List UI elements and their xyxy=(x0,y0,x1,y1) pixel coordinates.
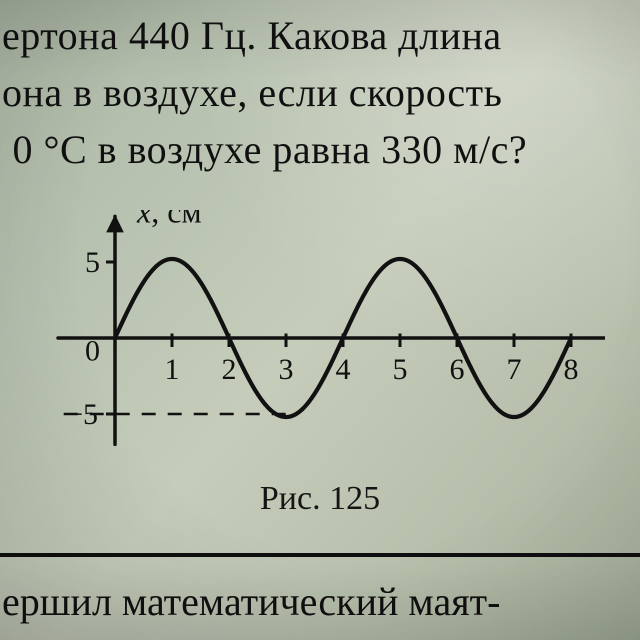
svg-text:x, см: x, см xyxy=(136,210,202,229)
svg-text:5: 5 xyxy=(85,246,100,279)
svg-text:3: 3 xyxy=(279,353,294,386)
chart-figure: 1234567850−5x, смt, с xyxy=(35,210,605,470)
sine-chart-svg: 1234567850−5x, смt, с xyxy=(35,210,605,470)
text-line-1: ертона 440 Гц. Какова длина xyxy=(2,8,640,65)
svg-text:8: 8 xyxy=(564,353,579,386)
problem-text-top: ертона 440 Гц. Какова длина она в воздух… xyxy=(0,0,640,178)
text-line-3: 0 °C в воздухе равна 330 м/с? xyxy=(2,122,640,179)
svg-text:0: 0 xyxy=(85,335,100,368)
svg-text:5: 5 xyxy=(393,353,408,386)
svg-text:6: 6 xyxy=(450,353,465,386)
svg-text:1: 1 xyxy=(165,353,180,386)
figure-caption: Рис. 125 xyxy=(0,480,640,518)
svg-text:7: 7 xyxy=(507,353,522,386)
horizontal-rule xyxy=(0,553,640,557)
svg-text:−5: −5 xyxy=(66,398,98,431)
svg-text:4: 4 xyxy=(336,353,351,386)
problem-text-bottom: ершил математический маят- О Гт-т? ТТ xyxy=(0,575,640,640)
bottom-line-1: ершил математический маят- xyxy=(2,575,640,629)
text-line-2: она в воздухе, если скорость xyxy=(2,65,640,122)
svg-text:2: 2 xyxy=(222,353,237,386)
bottom-line-2: О Гт-т? ТТ xyxy=(2,629,640,640)
page: ертона 440 Гц. Какова длина она в воздух… xyxy=(0,0,640,640)
